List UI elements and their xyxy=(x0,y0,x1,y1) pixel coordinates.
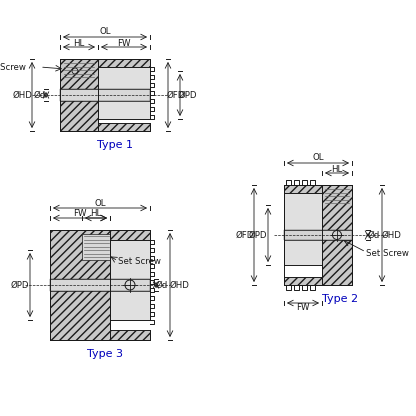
Text: ØPD: ØPD xyxy=(179,91,197,99)
Text: FW: FW xyxy=(296,304,310,312)
Text: Type 2: Type 2 xyxy=(322,294,358,304)
Text: FW: FW xyxy=(117,39,131,47)
Bar xyxy=(82,234,110,260)
Bar xyxy=(322,185,352,285)
Text: ØHD: ØHD xyxy=(12,91,32,99)
Text: HL: HL xyxy=(73,39,84,47)
Text: Set Screw: Set Screw xyxy=(0,62,26,72)
Bar xyxy=(110,330,150,340)
Bar xyxy=(110,230,150,240)
Text: HL: HL xyxy=(90,210,102,218)
Bar xyxy=(60,89,150,101)
Bar xyxy=(98,123,150,131)
Text: Ød: Ød xyxy=(34,91,46,99)
Text: ØPD: ØPD xyxy=(11,280,29,290)
Bar xyxy=(284,185,322,193)
Bar xyxy=(284,193,322,265)
Text: OL: OL xyxy=(94,198,106,208)
Text: Ød: Ød xyxy=(368,230,380,240)
Text: OL: OL xyxy=(99,27,111,37)
Text: Type 3: Type 3 xyxy=(87,349,123,359)
Text: FW: FW xyxy=(73,210,87,218)
Bar xyxy=(284,230,352,240)
Bar xyxy=(98,67,150,119)
Text: ØFD: ØFD xyxy=(236,230,254,240)
Text: OL: OL xyxy=(312,154,324,163)
Bar xyxy=(60,59,98,131)
Text: ØPD: ØPD xyxy=(249,230,267,240)
Bar xyxy=(98,59,150,67)
Text: ØFD: ØFD xyxy=(167,91,185,99)
Text: Set Screw: Set Screw xyxy=(118,258,161,267)
Text: ØHD: ØHD xyxy=(169,280,189,290)
Text: ØHD: ØHD xyxy=(381,230,401,240)
Text: Ød: Ød xyxy=(156,280,168,290)
Bar xyxy=(50,230,110,340)
Bar xyxy=(50,279,150,291)
Text: Set Screw: Set Screw xyxy=(366,248,409,258)
Text: HL: HL xyxy=(332,164,343,173)
Bar xyxy=(110,240,150,320)
Text: Type 1: Type 1 xyxy=(97,140,133,150)
Bar xyxy=(284,277,322,285)
